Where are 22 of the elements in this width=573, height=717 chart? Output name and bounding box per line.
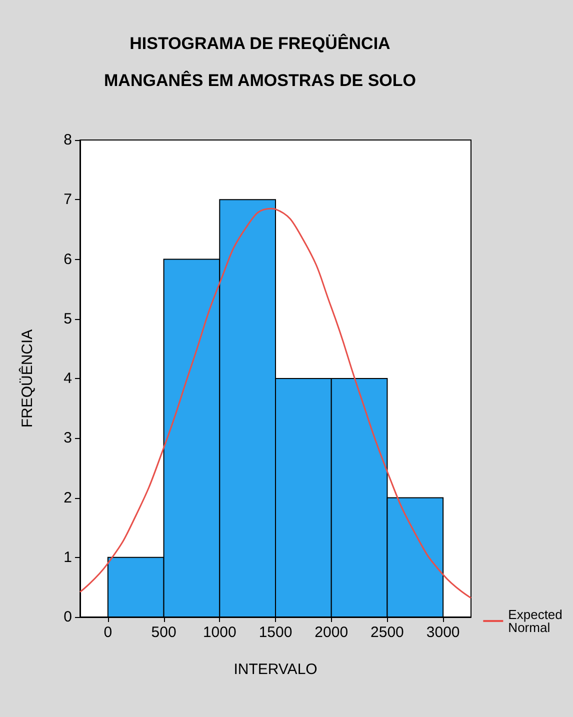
x-tick-label: 2000 (314, 624, 348, 641)
x-tick-label: 1000 (202, 624, 236, 641)
y-tick-label: 5 (64, 310, 72, 328)
chart-title: HISTOGRAMA DE FREQÜÊNCIA (130, 33, 390, 53)
chart-subtitle: MANGANÊS EM AMOSTRAS DE SOLO (104, 70, 416, 90)
y-tick-label: 2 (64, 489, 72, 506)
x-axis-title: INTERVALO (234, 661, 318, 678)
y-tick-label: 7 (64, 191, 72, 208)
y-tick-label: 1 (64, 548, 72, 566)
x-tick-label: 2500 (370, 624, 404, 641)
y-axis-title: FREQÜÊNCIA (18, 329, 36, 428)
y-tick-label: 8 (64, 132, 72, 148)
y-tick-label: 4 (64, 370, 72, 387)
x-tick-label: 0 (104, 624, 112, 641)
legend-label: Expected Normal (508, 607, 566, 635)
x-tick-label: 1500 (258, 624, 292, 641)
y-tick-label: 3 (64, 430, 72, 447)
x-tick-label: 3000 (426, 624, 460, 641)
line-series (79, 208, 472, 599)
y-tick-label: 6 (64, 250, 72, 268)
x-tick-label: 500 (151, 624, 176, 641)
y-tick-label: 0 (64, 608, 72, 626)
